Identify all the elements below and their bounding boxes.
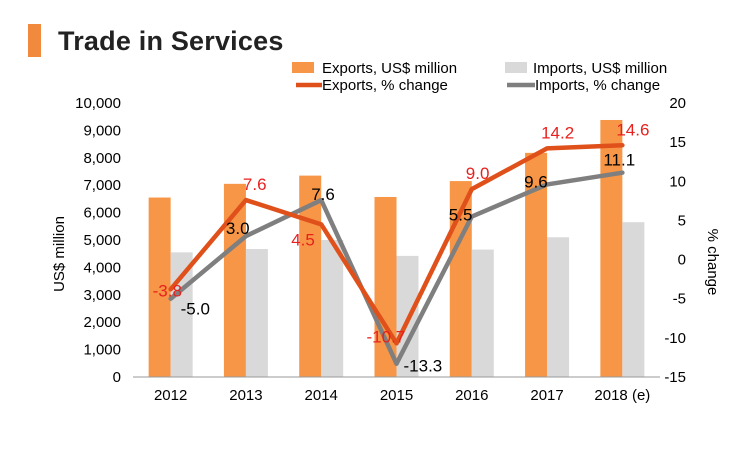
imports-bar xyxy=(622,222,645,377)
legend-exports-bar-label: Exports, US$ million xyxy=(322,60,457,77)
imports-pct-change-line xyxy=(168,170,625,366)
x-axis-tick-label: 2018 (e) xyxy=(594,387,650,404)
x-axis-tick-label: 2015 xyxy=(380,387,413,404)
y-axis-tick-label: 6,000 xyxy=(83,205,121,222)
imports-bar xyxy=(245,249,268,377)
y-axis-tick-label: 4,000 xyxy=(83,259,121,276)
y-axis-tick-label: 3,000 xyxy=(83,287,121,304)
y-axis-tick-label: 5,000 xyxy=(83,232,121,249)
imports-pct-data-label: 9.6 xyxy=(524,172,548,191)
y-axis-tick-label: 1,000 xyxy=(83,342,121,359)
y2-axis-tick-label: 0 xyxy=(678,252,686,269)
x-axis-tick-label: 2013 xyxy=(229,387,262,404)
legend-imports-line-label: Imports, % change xyxy=(535,77,660,94)
exports-bar xyxy=(525,152,548,377)
y2-axis-title: % change xyxy=(704,229,721,296)
y-axis-tick-label: 0 xyxy=(113,369,121,386)
imports-pct-data-label: 5.5 xyxy=(449,206,473,225)
legend-imports-bar-swatch xyxy=(505,62,527,73)
exports-bar xyxy=(223,183,246,377)
exports-pct-data-label: 7.6 xyxy=(243,175,267,194)
x-axis-tick-label: 2016 xyxy=(455,387,488,404)
exports-pct-data-label: -10.7 xyxy=(367,327,406,346)
imports-bar xyxy=(547,237,570,377)
title-accent-bar xyxy=(28,24,41,57)
imports-pct-data-label: 3.0 xyxy=(226,219,250,238)
imports-pct-data-label: 11.1 xyxy=(603,151,635,170)
exports-bar xyxy=(600,119,623,377)
y-axis-tick-label: 8,000 xyxy=(83,150,121,167)
legend-exports-bar-swatch xyxy=(292,62,314,73)
exports-pct-change-line xyxy=(168,143,625,346)
exports-pct-data-label: -3.8 xyxy=(153,281,182,300)
imports-pct-data-label: -13.3 xyxy=(404,357,443,376)
y2-axis-tick-label: 5 xyxy=(678,212,686,229)
x-axis-tick-label: 2017 xyxy=(530,387,563,404)
y2-axis-tick-label: 10 xyxy=(669,173,686,190)
exports-pct-data-label: 14.6 xyxy=(616,120,649,139)
y2-axis-tick-label: -15 xyxy=(664,369,686,386)
exports-pct-data-label: 4.5 xyxy=(291,230,315,249)
y-axis-title: US$ million xyxy=(51,216,68,292)
exports-pct-data-label: 9.0 xyxy=(466,164,490,183)
exports-bar xyxy=(148,197,171,377)
y2-axis-tick-label: 20 xyxy=(669,95,686,112)
exports-bar xyxy=(374,196,397,377)
imports-bar xyxy=(321,240,344,377)
exports-pct-data-label: 14.2 xyxy=(541,123,574,142)
y-axis-tick-label: 9,000 xyxy=(83,122,121,139)
y2-axis-tick-label: -5 xyxy=(673,291,686,308)
y2-axis-tick-label: 15 xyxy=(669,134,686,151)
legend-exports-line-label: Exports, % change xyxy=(322,77,448,94)
chart-title: Trade in Services xyxy=(58,26,284,56)
y-axis-tick-label: 10,000 xyxy=(75,95,121,112)
imports-pct-data-label: -5.0 xyxy=(181,300,210,319)
x-axis-tick-label: 2012 xyxy=(154,387,187,404)
legend-imports-bar-label: Imports, US$ million xyxy=(533,60,667,77)
exports-bar xyxy=(299,175,322,377)
y-axis-tick-label: 7,000 xyxy=(83,177,121,194)
y-axis-tick-label: 2,000 xyxy=(83,314,121,331)
imports-bar xyxy=(471,249,494,377)
y2-axis-tick-label: -10 xyxy=(664,330,686,347)
x-axis-tick-label: 2014 xyxy=(305,387,338,404)
imports-pct-data-label: 7.6 xyxy=(311,185,335,204)
